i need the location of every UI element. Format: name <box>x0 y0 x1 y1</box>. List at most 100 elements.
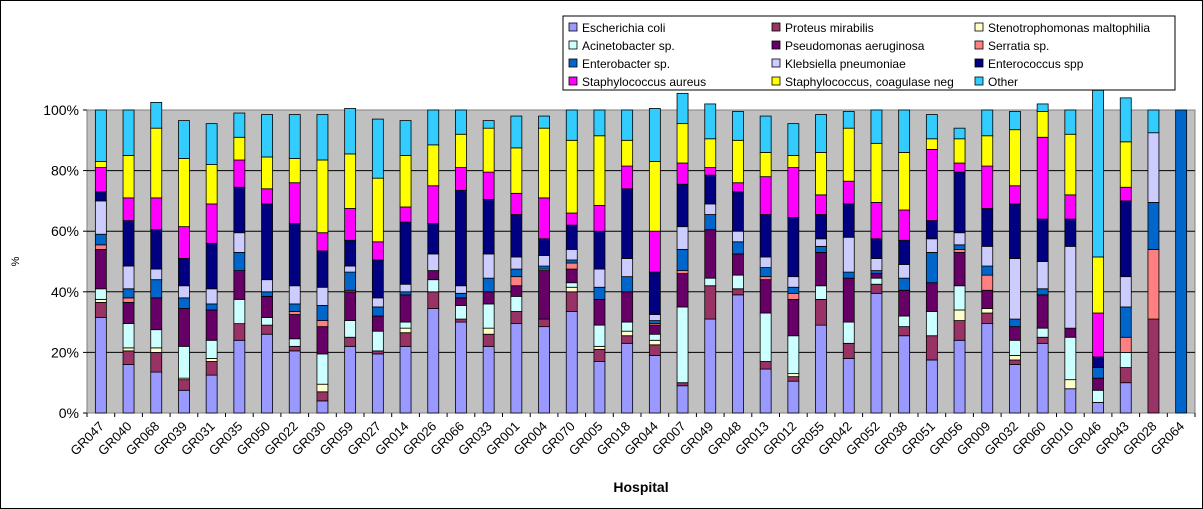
bar-segment <box>565 282 578 288</box>
bar-segment <box>759 256 772 268</box>
bar-segment <box>510 192 523 215</box>
bar-segment <box>732 288 744 296</box>
legend-box <box>562 15 1176 91</box>
bar-segment <box>815 245 827 253</box>
bar-segment <box>122 350 135 365</box>
bar-segment <box>787 286 800 294</box>
legend-swatch <box>974 76 984 86</box>
bar-segment <box>593 205 606 232</box>
bar-segment <box>593 230 606 270</box>
bar-segment <box>676 306 689 384</box>
bar-segment <box>150 279 163 299</box>
y-tick-label: 60% <box>51 223 79 239</box>
bar-segment <box>732 191 744 232</box>
legend-label: Escherichia coli <box>582 21 665 35</box>
bar-segment <box>676 123 689 164</box>
bar-segment <box>1064 194 1077 220</box>
bar-segment <box>621 139 634 167</box>
bar-segment <box>427 308 440 414</box>
bar-segment <box>233 323 246 341</box>
bar-segment <box>565 259 578 264</box>
bar-segment <box>399 291 412 296</box>
bar-segment <box>648 320 661 325</box>
legend-swatch <box>568 40 578 50</box>
bar-segment <box>482 253 495 279</box>
bar-segment <box>621 276 634 293</box>
bar-segment <box>455 109 467 135</box>
legend-swatch <box>771 58 781 68</box>
bar-segment <box>870 258 883 271</box>
bar-segment <box>316 114 329 161</box>
bar-segment <box>261 114 273 158</box>
bar-segment <box>925 220 938 240</box>
bar-segment <box>482 120 495 129</box>
bar-segment <box>732 139 744 184</box>
bar-segment <box>898 277 911 291</box>
bar-segment <box>1092 389 1104 403</box>
bar-segment <box>205 309 218 341</box>
bar-segment <box>288 223 301 287</box>
bar-segment <box>1147 248 1160 320</box>
y-tick-label: 20% <box>51 344 79 360</box>
bar-segment <box>648 333 661 341</box>
legend-label: Proteus mirabilis <box>785 21 874 35</box>
bar-segment <box>455 305 467 320</box>
bar-segment <box>344 265 357 273</box>
bar-segment <box>122 323 135 349</box>
bar-segment <box>233 339 246 414</box>
bar-segment <box>288 158 301 184</box>
bar-segment <box>704 285 717 320</box>
bar-segment <box>759 361 772 370</box>
bar-segment <box>288 311 301 315</box>
bar-segment <box>510 147 523 194</box>
bar-segment <box>94 167 107 193</box>
bar-segment <box>1009 364 1021 414</box>
bar-segment <box>593 324 606 347</box>
bar-segment <box>316 305 329 321</box>
bar-segment <box>787 276 800 288</box>
bar-segment <box>538 318 550 328</box>
bar-segment <box>621 342 634 414</box>
bar-segment <box>676 270 689 275</box>
bar-segment <box>732 294 744 414</box>
bar-segment <box>399 345 412 414</box>
bar-segment <box>953 320 966 341</box>
bar-segment <box>371 330 384 352</box>
bar-segment <box>371 315 384 332</box>
bar-segment <box>1036 327 1049 338</box>
bar-segment <box>1036 288 1049 296</box>
bar-segment <box>787 298 800 337</box>
bar-segment <box>150 297 163 331</box>
bar-segment <box>288 182 301 225</box>
bar-segment <box>787 167 800 218</box>
legend-label: Stenotrophomonas maltophilia <box>988 21 1150 35</box>
bar-segment <box>344 336 357 347</box>
bar-segment <box>815 298 827 326</box>
bar-segment <box>1064 388 1077 414</box>
bar-segment <box>732 182 744 193</box>
bar-segment <box>842 127 855 182</box>
bar-segment <box>427 185 440 225</box>
bar-segment <box>1119 367 1132 384</box>
bar-segment <box>1119 200 1132 278</box>
bar-segment <box>870 270 883 275</box>
bar-segment <box>842 111 855 129</box>
bar-segment <box>925 359 938 414</box>
bar-segment <box>704 203 717 215</box>
bar-segment <box>815 152 827 196</box>
bar-segment <box>455 321 467 414</box>
bar-segment <box>704 318 717 414</box>
bar-segment <box>759 276 772 281</box>
bar-segment <box>621 188 634 259</box>
bar-segment <box>538 127 550 199</box>
bar-segment <box>233 252 246 271</box>
bar-segment <box>953 285 966 311</box>
legend-label: Klebsiella pneumoniae <box>785 57 906 71</box>
bar-segment <box>815 238 827 247</box>
bar-segment <box>1009 326 1021 341</box>
bar-segment <box>150 351 163 373</box>
bar-segment <box>178 345 190 379</box>
bar-segment <box>1064 133 1077 196</box>
